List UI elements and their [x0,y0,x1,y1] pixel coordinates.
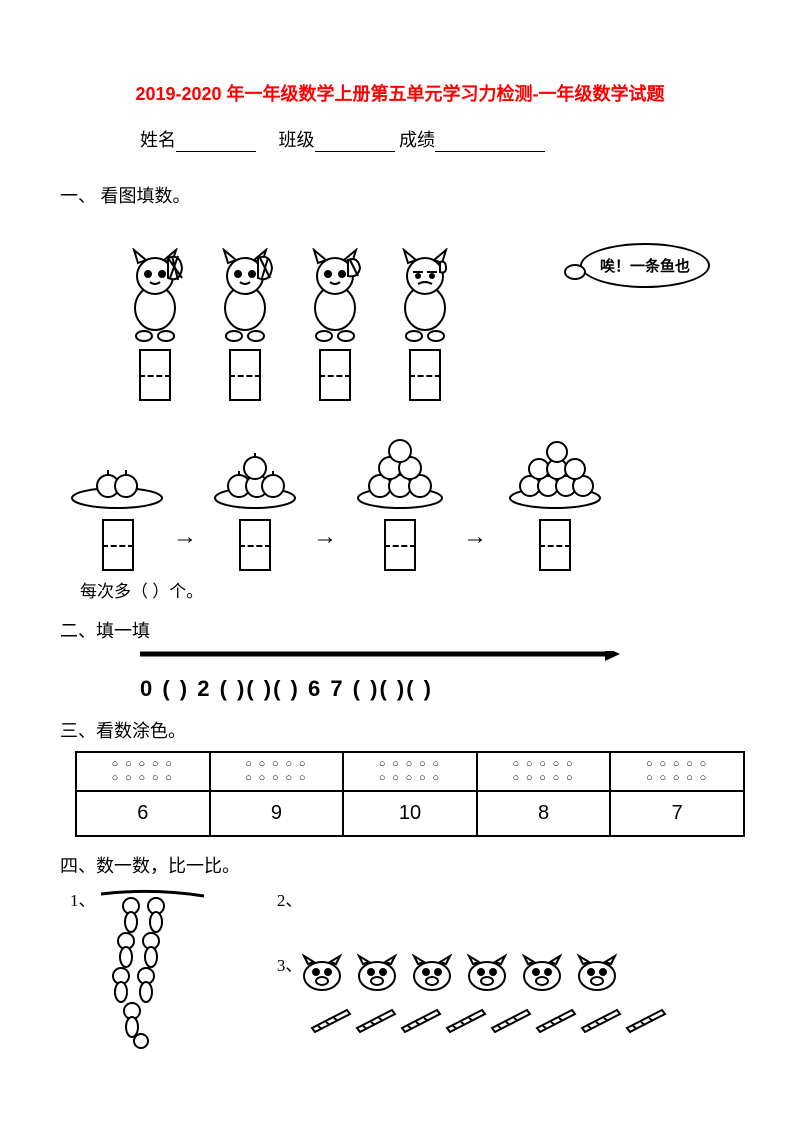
apple-plate-icon [70,456,165,511]
cat-icon [210,248,280,343]
answer-box[interactable] [239,519,271,571]
page-title: 2019-2020 年一年级数学上册第五单元学习力检测-一年级数学试题 [60,80,740,106]
q3-num: 8 [477,791,611,836]
circle-cell[interactable]: ○ ○ ○ ○ ○○ ○ ○ ○ ○ [76,752,210,791]
cat-icon [300,248,370,343]
q4-heading: 四、数一数，比一比。 [60,852,740,878]
q3-num: 6 [76,791,210,836]
sticks-row-icon [302,1006,672,1041]
q4-row: 1、 2、 3、 [70,886,740,1056]
answer-box[interactable] [409,349,441,401]
q1-heading: 一、 看图填数。 [60,182,740,208]
q4-num-1: 1、 [70,886,96,911]
circle-cell[interactable]: ○ ○ ○ ○ ○○ ○ ○ ○ ○ [343,752,477,791]
q3-num: 10 [343,791,477,836]
q1-cats-area: 唉！一条鱼也 [120,248,740,401]
q1-apple-prompt: 每次多（ ）个。 [80,577,740,602]
score-label: 成绩 [399,130,435,150]
arrow-icon: → [173,524,197,571]
numline-text: 0 ( ) 2 ( )( )( ) 6 7 ( )( )( ) [140,676,433,702]
monkey-branch-icon [96,886,206,1056]
circle-cell[interactable]: ○ ○ ○ ○ ○○ ○ ○ ○ ○ [210,752,344,791]
q4-num-2: 2、 [277,886,740,911]
arrow-icon: → [313,524,337,571]
q3-num: 7 [610,791,744,836]
q2-heading: 二、填一填 [60,617,740,643]
q4-num-3: 3、 [277,951,303,976]
apple-plate-icon [345,436,455,511]
cat-icon [390,248,460,343]
number-line: 0 ( ) 2 ( )( )( ) 6 7 ( )( )( ) [140,651,740,702]
circle-cell[interactable]: ○ ○ ○ ○ ○○ ○ ○ ○ ○ [610,752,744,791]
apples-row: → → → [70,426,740,571]
answer-box[interactable] [229,349,261,401]
pigs-row-icon [302,951,642,1001]
q3-table: ○ ○ ○ ○ ○○ ○ ○ ○ ○ ○ ○ ○ ○ ○○ ○ ○ ○ ○ ○ … [75,751,745,837]
answer-box[interactable] [384,519,416,571]
cat-icon [120,248,190,343]
q3-heading: 三、看数涂色。 [60,717,740,743]
name-label: 姓名 [140,130,176,150]
answer-box[interactable] [139,349,171,401]
speech-bubble: 唉！一条鱼也 [580,243,710,288]
answer-box[interactable] [319,349,351,401]
class-blank[interactable] [315,135,395,152]
class-label: 班级 [279,130,315,150]
apple-plate-icon [205,446,305,511]
arrow-icon: → [463,524,487,571]
answer-box[interactable] [539,519,571,571]
answer-box[interactable] [102,519,134,571]
apple-plate-icon [495,426,615,511]
name-blank[interactable] [176,135,256,152]
score-blank[interactable] [435,135,545,152]
student-info-row: 姓名 班级 成绩 [140,126,740,152]
circle-cell[interactable]: ○ ○ ○ ○ ○○ ○ ○ ○ ○ [477,752,611,791]
q3-num: 9 [210,791,344,836]
